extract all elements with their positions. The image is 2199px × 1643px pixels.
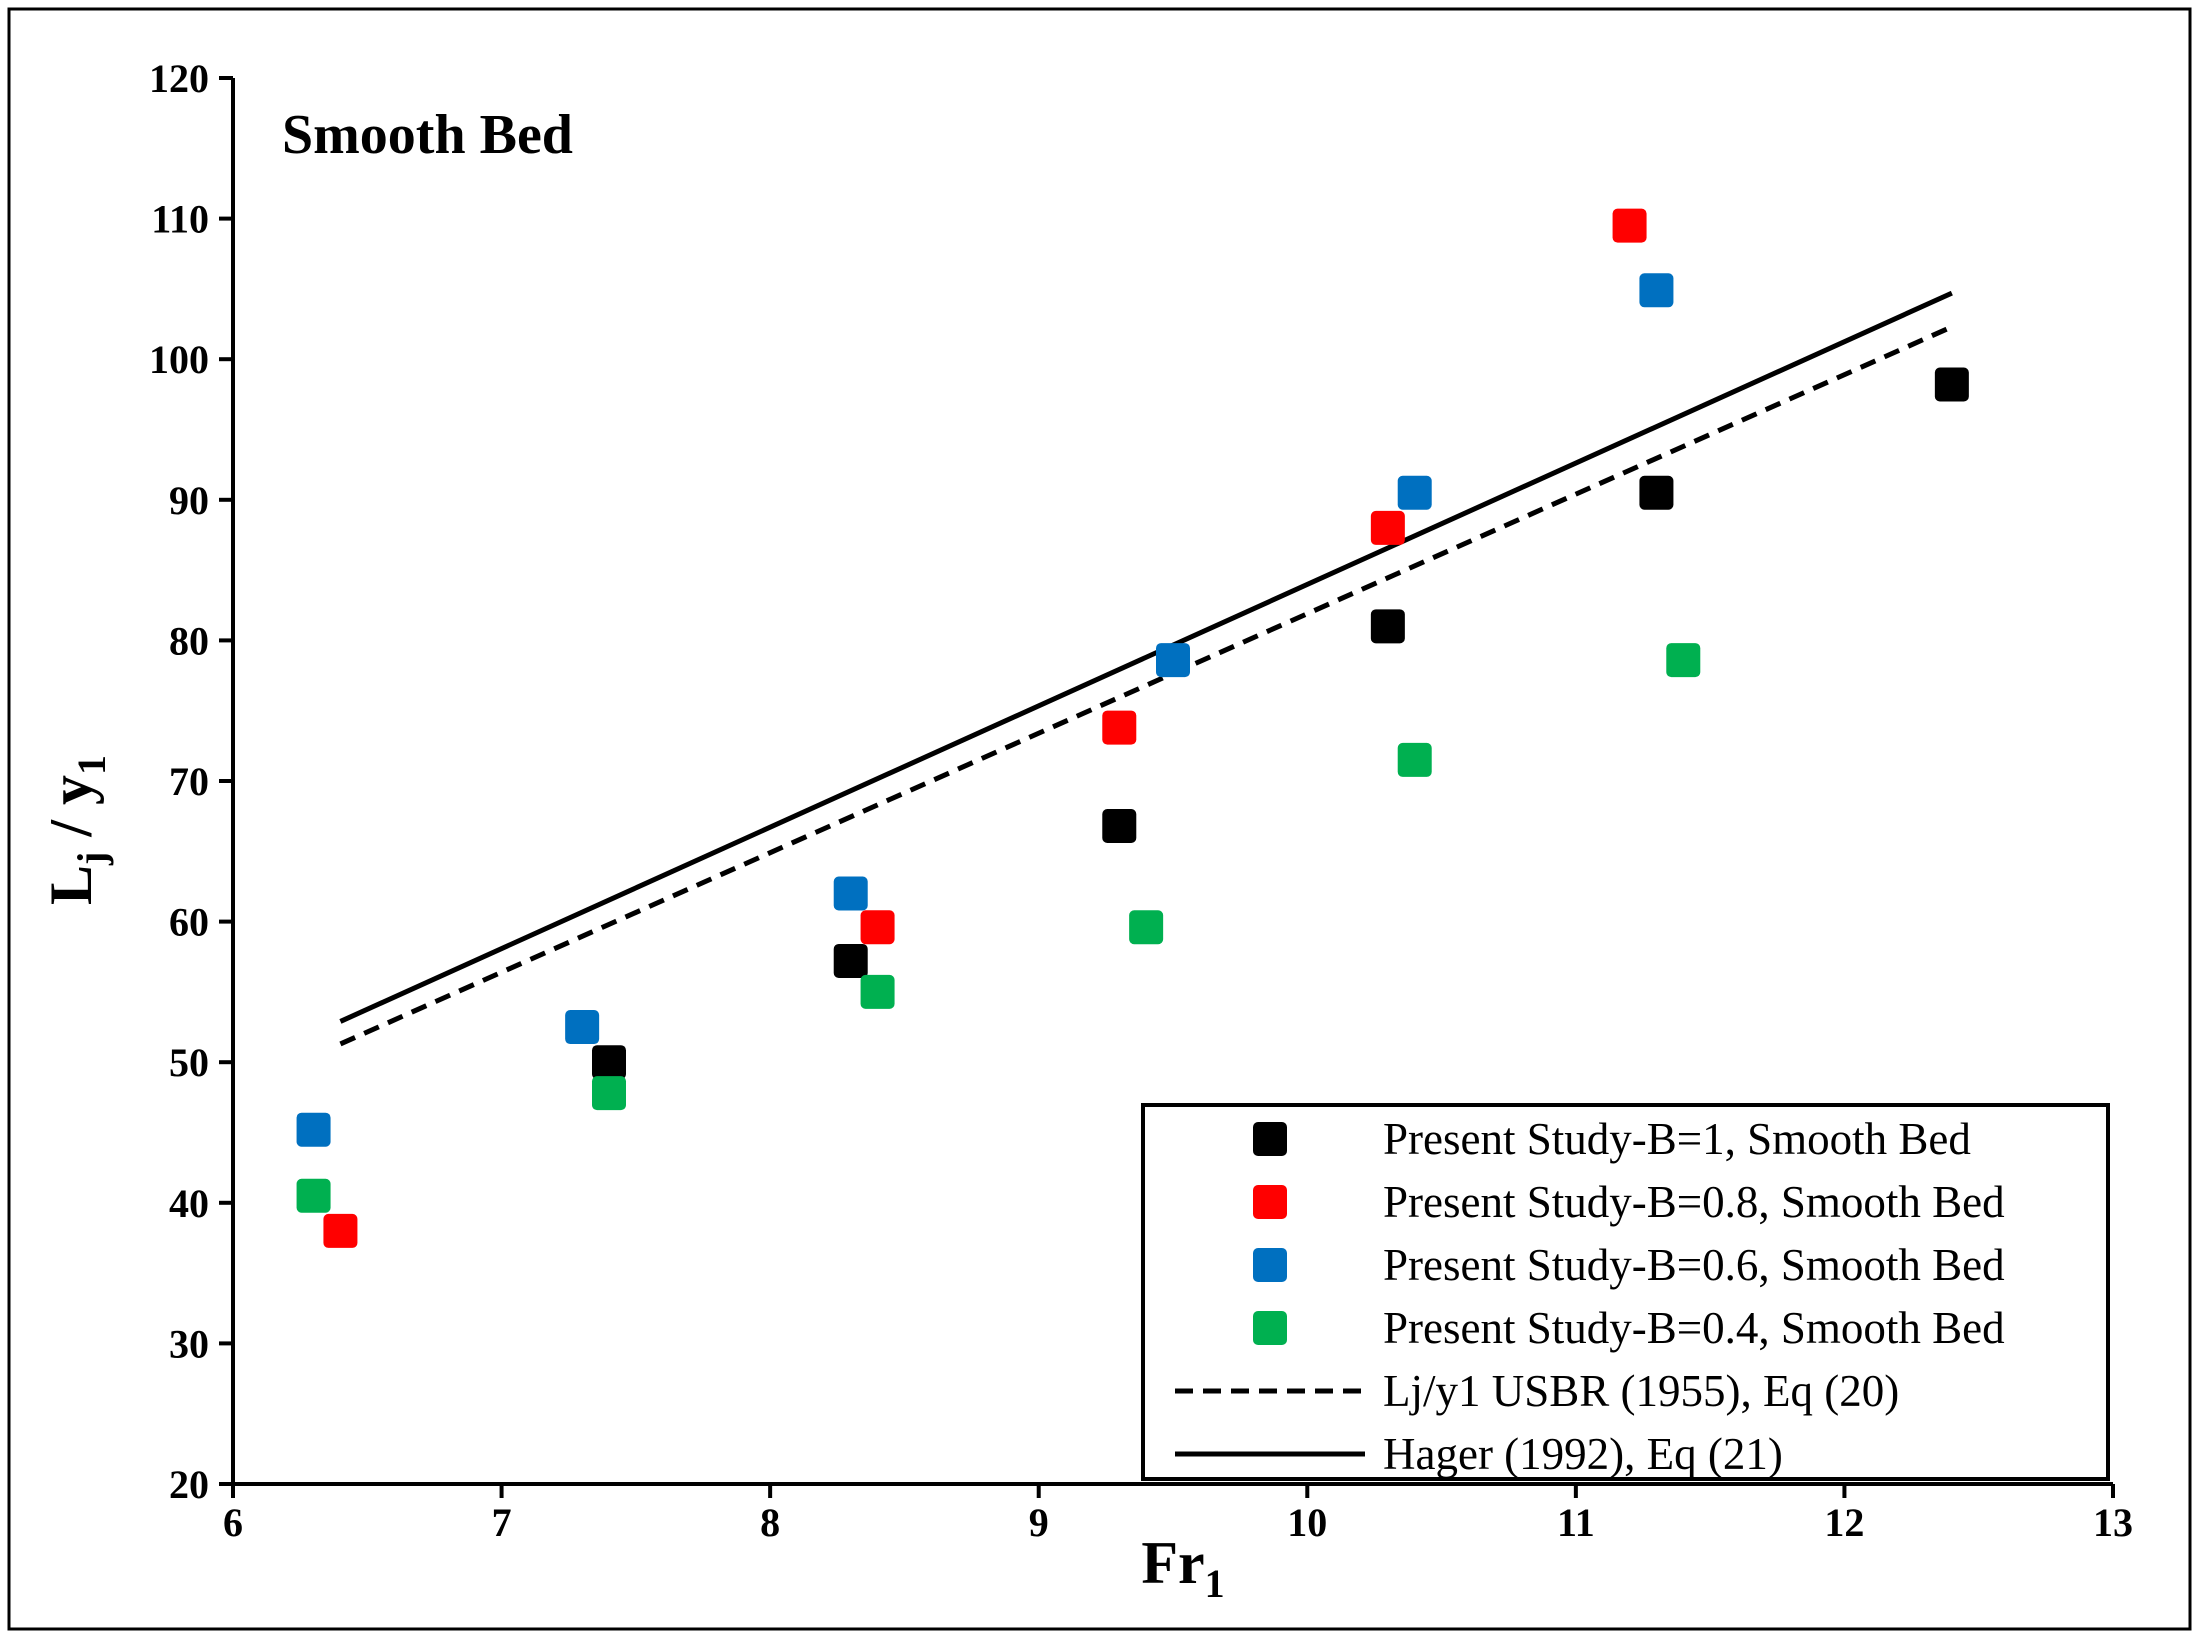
data-point-series-3 <box>1397 742 1432 777</box>
data-point-series-3 <box>1129 910 1164 945</box>
data-point-series-3 <box>1666 643 1701 678</box>
x-tick-label: 10 <box>1287 1500 1327 1545</box>
data-point-series-0 <box>1102 808 1137 843</box>
y-axis-title-sub-j: j <box>69 852 114 866</box>
data-point-series-3 <box>860 974 895 1009</box>
x-tick-label: 13 <box>2093 1500 2133 1545</box>
legend-label-5: Hager (1992), Eq (21) <box>1383 1429 1783 1479</box>
data-point-series-2 <box>565 1010 600 1045</box>
legend: Present Study-B=1, Smooth Bed Present Stu… <box>1141 1103 2110 1481</box>
series-line-5 <box>339 290 1953 1024</box>
legend-label-2: Present Study-B=0.6, Smooth Bed <box>1383 1240 2005 1290</box>
x-axis-title-main: Fr <box>1141 1530 1204 1596</box>
data-point-series-0 <box>592 1045 626 1080</box>
chart-title: Smooth Bed <box>282 104 573 166</box>
data-point-series-2 <box>1639 273 1674 308</box>
data-point-series-0 <box>833 943 868 978</box>
data-point-series-1 <box>860 910 895 945</box>
legend-symbol-0 <box>1253 1122 1287 1156</box>
y-tick-label: 30 <box>169 1321 209 1366</box>
legend-symbol-2 <box>1253 1248 1287 1282</box>
data-point-series-1 <box>323 1213 358 1248</box>
legend-symbol-1 <box>1253 1185 1287 1219</box>
data-point-series-1 <box>1612 208 1647 243</box>
legend-label-3: Present Study-B=0.4, Smooth Bed <box>1383 1303 2005 1353</box>
y-tick-label: 90 <box>169 478 209 523</box>
data-point-series-2 <box>1156 643 1190 678</box>
y-tick-label: 20 <box>169 1462 209 1507</box>
data-point-series-0 <box>1934 367 1969 402</box>
series-line-4 <box>339 324 1953 1047</box>
legend-label-0: Present Study-B=1, Smooth Bed <box>1383 1114 1971 1164</box>
y-tick-label: 100 <box>149 337 209 382</box>
y-tick-label: 70 <box>169 759 209 804</box>
data-point-series-0 <box>1370 609 1405 644</box>
legend-label-1: Present Study-B=0.8, Smooth Bed <box>1383 1177 2005 1227</box>
data-point-series-1 <box>1102 710 1137 745</box>
x-tick-label: 12 <box>1824 1500 1864 1545</box>
y-axis-title-main: L <box>38 865 104 905</box>
data-point-series-0 <box>1639 475 1674 510</box>
x-tick-label: 8 <box>760 1500 780 1545</box>
y-tick-label: 50 <box>169 1040 209 1085</box>
x-tick-label: 6 <box>223 1500 243 1545</box>
y-tick-label: 110 <box>151 197 209 242</box>
data-point-series-3 <box>296 1178 331 1213</box>
legend-symbol-3 <box>1253 1311 1287 1345</box>
data-point-series-2 <box>833 876 868 911</box>
y-tick-label: 120 <box>149 56 209 101</box>
x-tick-label: 7 <box>492 1500 512 1545</box>
y-tick-label: 40 <box>169 1181 209 1226</box>
data-point-series-1 <box>1370 510 1405 545</box>
y-tick-label: 80 <box>169 618 209 663</box>
data-point-series-2 <box>1397 475 1432 510</box>
plot-area: 6 7 8 9 10 11 12 13 20 30 40 50 60 70 80 90 100 110 120 <box>149 56 2133 1545</box>
data-point-series-3 <box>592 1076 626 1111</box>
x-tick-label: 11 <box>1557 1500 1595 1545</box>
legend-label-4: Lj/y1 USBR (1955), Eq (20) <box>1383 1366 1899 1416</box>
y-axis-title: Lj / y1 <box>38 755 114 905</box>
y-axis-title-sub-1: 1 <box>69 755 114 775</box>
data-point-series-2 <box>296 1112 331 1147</box>
legend-box <box>1141 1103 2110 1481</box>
y-tick-label: 60 <box>169 900 209 945</box>
x-axis-title-sub: 1 <box>1205 1561 1225 1606</box>
x-axis-title: Fr1 <box>1141 1530 1224 1606</box>
y-axis-title-mid: / y <box>38 775 104 852</box>
x-tick-label: 9 <box>1029 1500 1049 1545</box>
